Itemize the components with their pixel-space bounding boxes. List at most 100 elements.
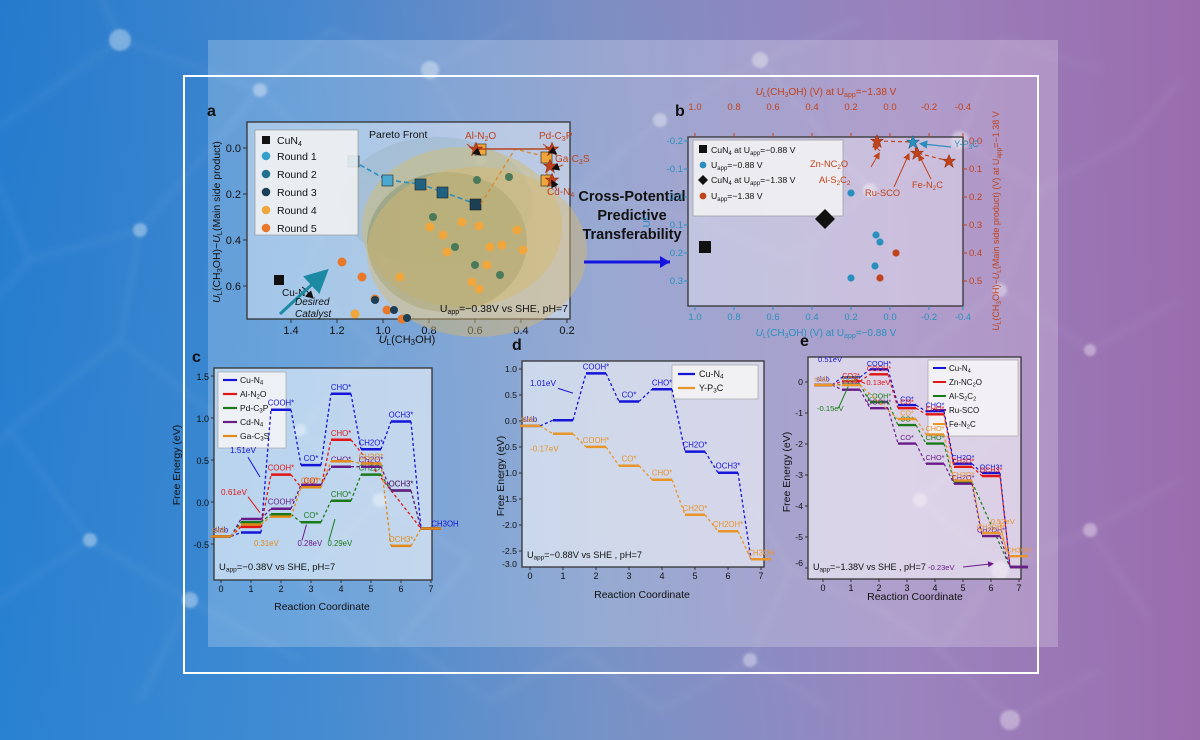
svg-text:Catalyst: Catalyst [295, 309, 332, 320]
svg-text:-0.52eV: -0.52eV [988, 517, 1016, 526]
svg-text:COOH*: COOH* [268, 498, 294, 507]
svg-text:1.2: 1.2 [329, 325, 344, 337]
svg-text:-2: -2 [795, 439, 803, 449]
svg-text:CHO*: CHO* [331, 490, 351, 499]
svg-text:Uapp=−0.38V vs SHE, pH=7: Uapp=−0.38V vs SHE, pH=7 [219, 562, 335, 574]
svg-text:Reaction Coordinate: Reaction Coordinate [867, 591, 963, 603]
svg-text:0.51eV: 0.51eV [818, 355, 843, 364]
svg-text:0.2: 0.2 [844, 102, 857, 113]
svg-text:OCH3*: OCH3* [716, 462, 741, 471]
svg-text:a: a [207, 103, 216, 120]
svg-text:CH3OH: CH3OH [747, 548, 774, 557]
svg-text:OCH3*: OCH3* [980, 466, 1003, 475]
svg-text:slab: slab [212, 525, 227, 534]
svg-text:-3: -3 [795, 470, 803, 480]
svg-text:COOH*: COOH* [867, 398, 892, 407]
svg-text:-1: -1 [795, 408, 803, 418]
svg-text:CO*: CO* [900, 398, 914, 407]
svg-text:6: 6 [398, 584, 403, 594]
svg-text:CH3OH: CH3OH [1006, 546, 1031, 555]
svg-text:3: 3 [308, 584, 313, 594]
svg-text:0.8: 0.8 [727, 312, 740, 323]
svg-text:Uapp=−0.38V vs SHE, pH=7: Uapp=−0.38V vs SHE, pH=7 [440, 303, 568, 316]
svg-text:Uapp=−1.38V vs SHE , pH=7: Uapp=−1.38V vs SHE , pH=7 [813, 562, 926, 574]
svg-text:slab: slab [814, 375, 827, 384]
svg-text:4: 4 [338, 584, 343, 594]
svg-text:0.6: 0.6 [766, 312, 779, 323]
svg-text:1.01eV: 1.01eV [530, 379, 556, 388]
svg-text:1: 1 [248, 584, 253, 594]
svg-text:Round 4: Round 4 [277, 205, 317, 217]
svg-text:0.1: 0.1 [969, 164, 982, 175]
svg-text:2: 2 [278, 584, 283, 594]
svg-text:CO*: CO* [900, 409, 914, 418]
svg-text:7: 7 [1016, 583, 1021, 593]
svg-text:CH2O*: CH2O* [952, 456, 975, 465]
svg-text:Ga-C3S: Ga-C3S [555, 154, 590, 166]
svg-text:Free Energy (eV): Free Energy (eV) [495, 436, 507, 517]
svg-text:COOH*: COOH* [867, 364, 892, 373]
svg-text:5: 5 [368, 584, 373, 594]
svg-text:6: 6 [988, 583, 993, 593]
svg-text:COOH*: COOH* [268, 464, 294, 473]
svg-text:CH2O*: CH2O* [683, 441, 708, 450]
svg-text:b: b [675, 103, 685, 120]
svg-text:Ru-SCO: Ru-SCO [865, 188, 900, 198]
svg-text:0.4: 0.4 [805, 102, 818, 113]
svg-text:CH2O*: CH2O* [359, 453, 384, 462]
svg-text:COOH*: COOH* [583, 362, 609, 371]
svg-text:Pareto Front: Pareto Front [369, 129, 427, 141]
svg-text:UL(CH3OH)−UL(Main side product: UL(CH3OH)−UL(Main side product) [211, 141, 224, 303]
svg-text:0.5: 0.5 [505, 390, 517, 400]
svg-text:-2.5: -2.5 [502, 546, 517, 556]
svg-text:Al-N2O: Al-N2O [240, 389, 267, 401]
svg-text:COOH*: COOH* [268, 399, 294, 408]
svg-text:Reaction Coordinate: Reaction Coordinate [594, 589, 690, 601]
svg-text:CHO*: CHO* [331, 383, 351, 392]
svg-text:0.2: 0.2 [670, 248, 683, 259]
svg-text:CHO*: CHO* [652, 378, 672, 387]
svg-text:0: 0 [218, 584, 223, 594]
svg-text:CO*: CO* [304, 511, 319, 520]
svg-text:CO*: CO* [304, 454, 319, 463]
svg-text:CO*: CO* [900, 433, 914, 442]
svg-text:Pd-C3P: Pd-C3P [539, 131, 573, 143]
svg-text:0: 0 [798, 377, 803, 387]
svg-text:0.0: 0.0 [505, 416, 517, 426]
svg-text:-6: -6 [795, 558, 803, 568]
svg-text:0.5: 0.5 [969, 276, 982, 287]
svg-text:Ru-SCO: Ru-SCO [949, 406, 979, 415]
svg-text:0.0: 0.0 [883, 312, 896, 323]
svg-text:OCH3*: OCH3* [389, 535, 414, 544]
svg-text:0.0: 0.0 [226, 143, 241, 155]
svg-text:CH3OH: CH3OH [431, 520, 458, 529]
svg-text:-0.2: -0.2 [921, 102, 937, 113]
svg-text:-0.4: -0.4 [955, 102, 971, 113]
svg-text:0.5: 0.5 [196, 456, 209, 466]
svg-text:4: 4 [659, 571, 664, 581]
svg-text:0.28eV: 0.28eV [298, 539, 324, 548]
svg-text:2: 2 [593, 571, 598, 581]
svg-text:0.29eV: 0.29eV [328, 539, 354, 548]
svg-text:c: c [192, 349, 201, 366]
svg-text:Round 2: Round 2 [277, 169, 317, 181]
svg-text:Ga-C3S: Ga-C3S [240, 431, 270, 443]
svg-text:COOH*: COOH* [583, 436, 609, 445]
svg-text:Desired: Desired [295, 297, 330, 308]
svg-text:Zn-NC2O: Zn-NC2O [949, 378, 982, 389]
svg-text:0.4: 0.4 [226, 235, 241, 247]
svg-text:1.0: 1.0 [688, 312, 701, 323]
svg-text:0.61eV: 0.61eV [221, 488, 247, 497]
svg-text:0: 0 [527, 571, 532, 581]
svg-text:0.1: 0.1 [670, 220, 683, 231]
svg-text:Al-S2C2: Al-S2C2 [949, 392, 976, 403]
svg-text:0.4: 0.4 [805, 312, 818, 323]
svg-text:CHO*: CHO* [652, 469, 672, 478]
svg-text:0.0: 0.0 [883, 102, 896, 113]
svg-text:CHO*: CHO* [926, 404, 945, 413]
svg-text:0.0: 0.0 [196, 498, 209, 508]
svg-text:CH2OH*: CH2OH* [713, 520, 743, 529]
svg-text:0.6: 0.6 [226, 281, 241, 293]
svg-text:Cu-N4: Cu-N4 [949, 364, 971, 375]
svg-text:0.0: 0.0 [670, 192, 683, 203]
